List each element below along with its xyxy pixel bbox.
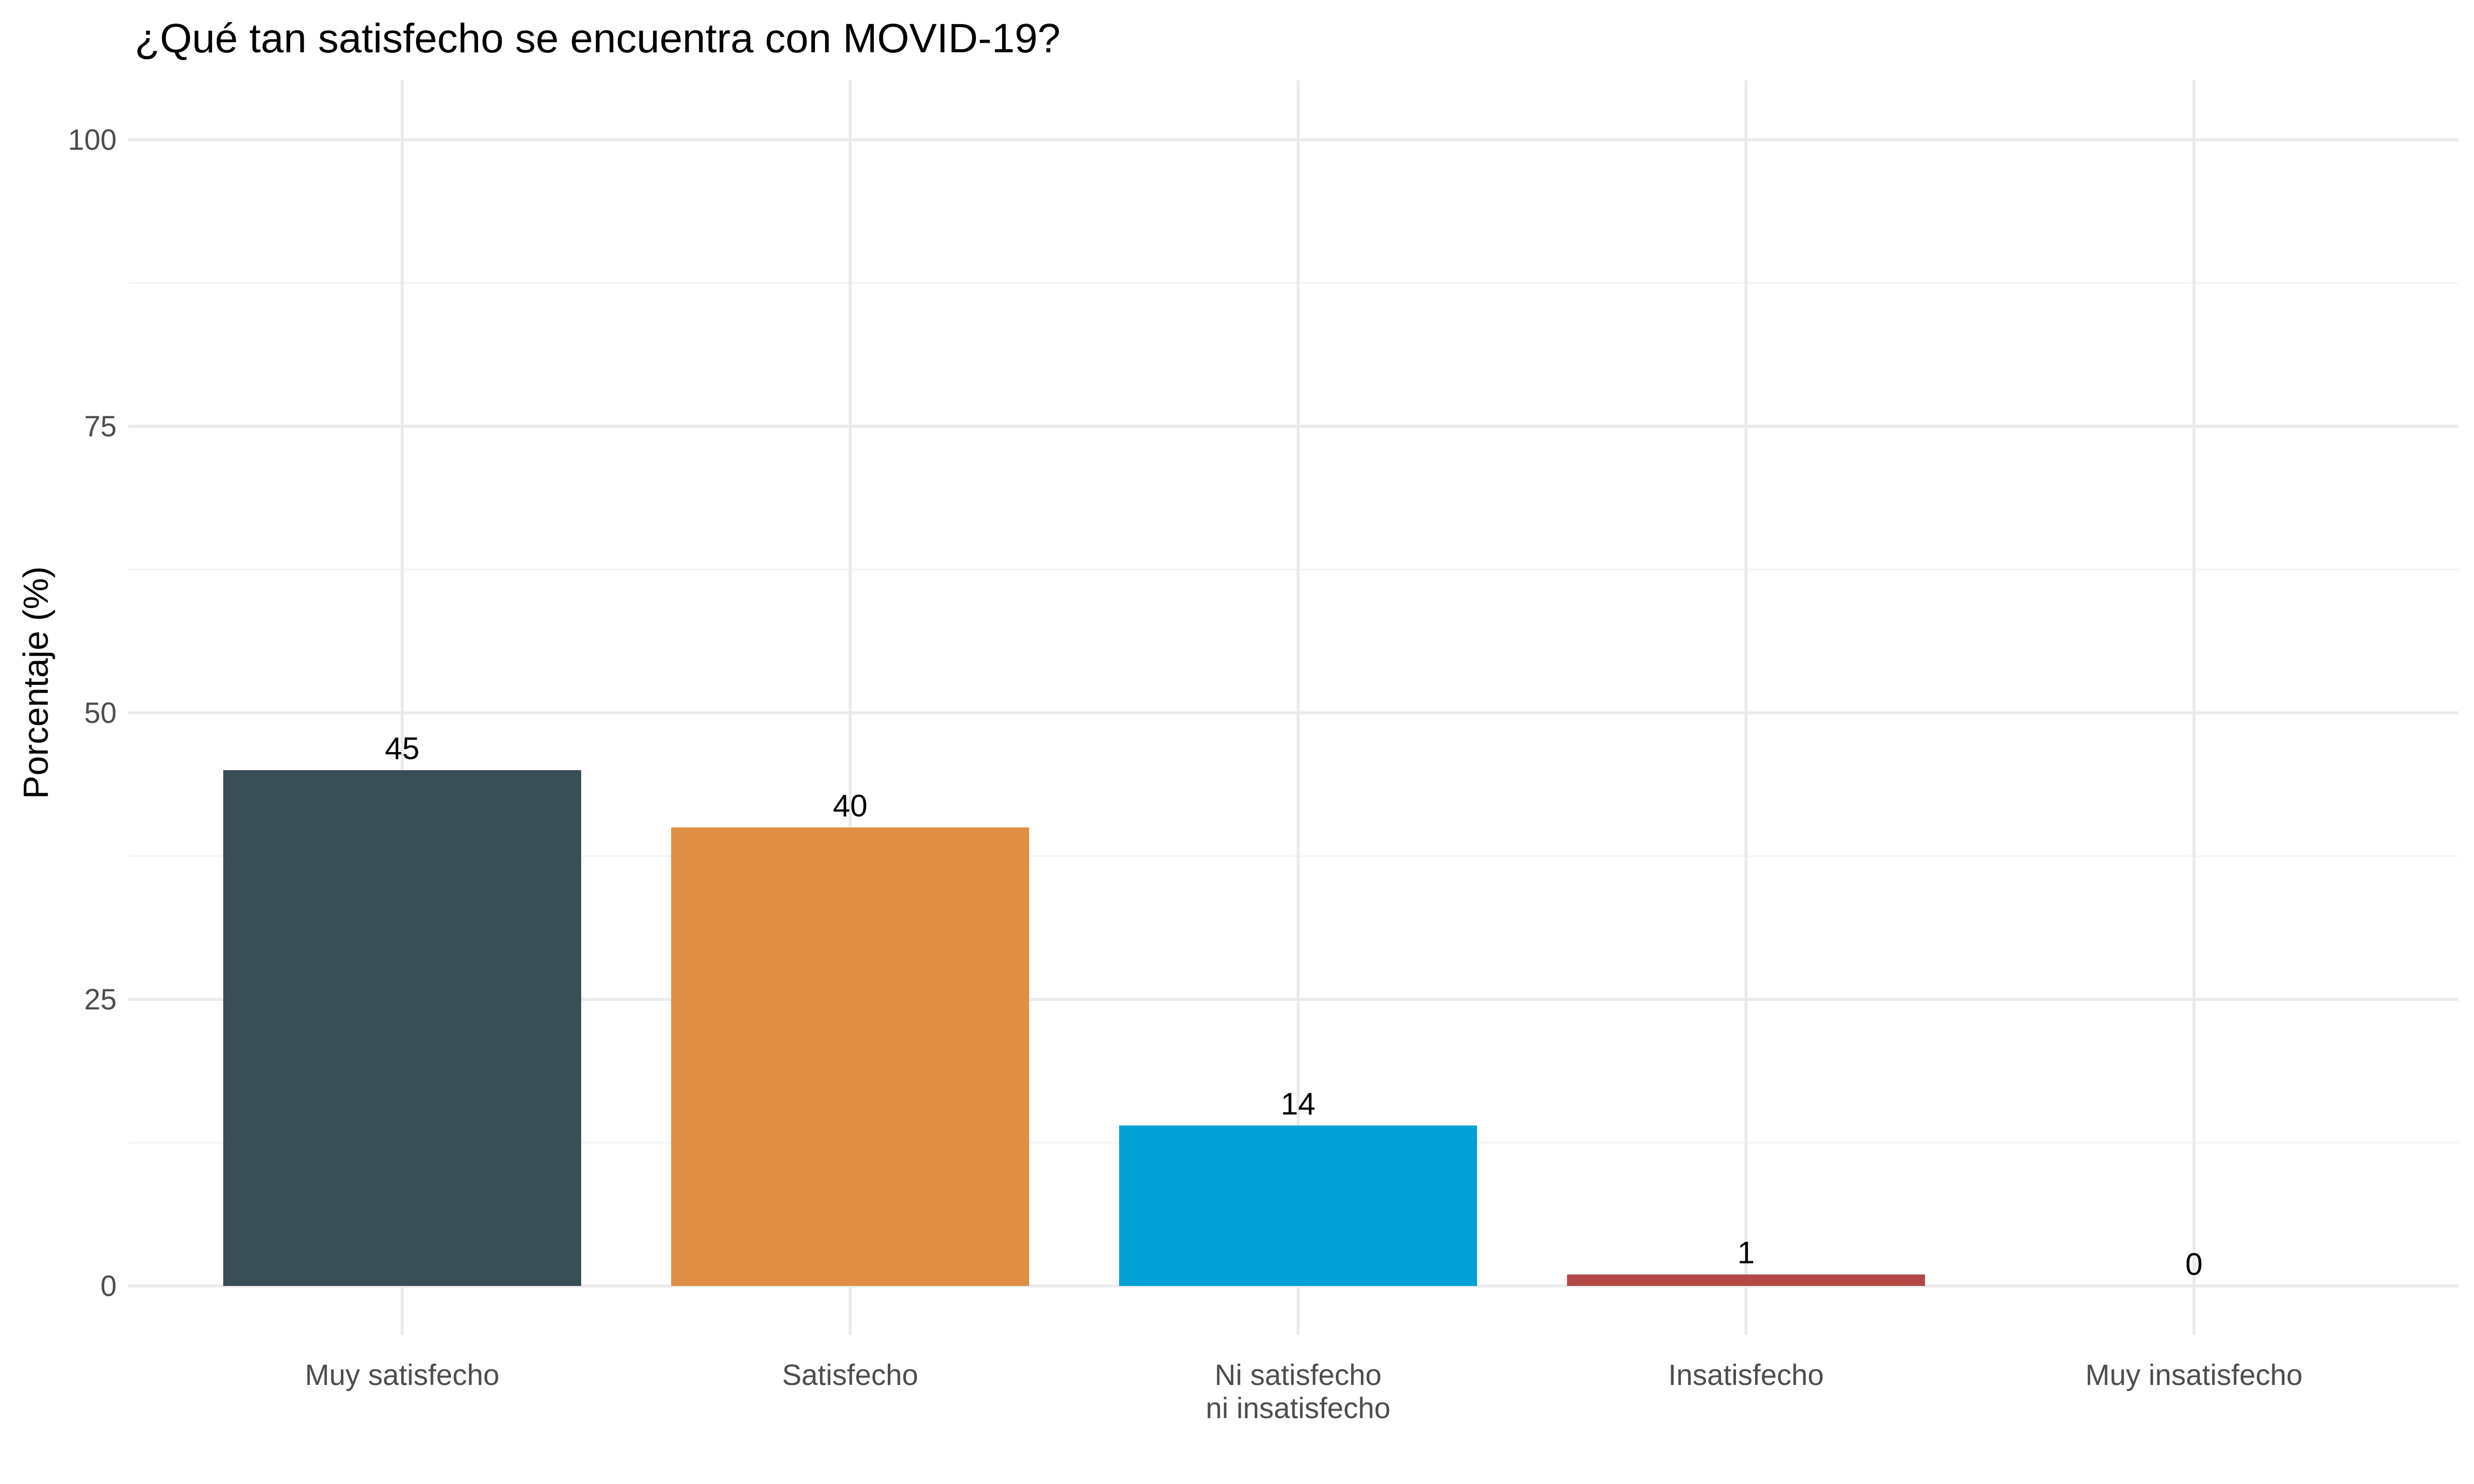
x-tick-label-line: ni insatisfecho bbox=[1206, 1392, 1391, 1425]
data-label: 14 bbox=[1281, 1087, 1316, 1122]
y-tick-label: 25 bbox=[84, 983, 117, 1016]
bar bbox=[1567, 1274, 1925, 1286]
bar bbox=[1119, 1125, 1477, 1286]
bars bbox=[223, 770, 1925, 1286]
x-tick-label-line: Insatisfecho bbox=[1668, 1359, 1824, 1392]
x-tick-label: Satisfecho bbox=[782, 1359, 919, 1392]
x-tick-label-line: Ni satisfecho bbox=[1215, 1359, 1382, 1392]
y-tick-label: 100 bbox=[68, 124, 117, 156]
y-tick-label: 0 bbox=[101, 1270, 117, 1303]
y-axis-title: Porcentaje (%) bbox=[16, 567, 55, 799]
data-label: 1 bbox=[1737, 1236, 1755, 1270]
chart-title: ¿Qué tan satisfecho se encuentra con MOV… bbox=[135, 16, 1060, 61]
data-label: 45 bbox=[385, 731, 420, 766]
bar bbox=[223, 770, 581, 1286]
bar bbox=[671, 827, 1029, 1286]
x-tick-label: Insatisfecho bbox=[1668, 1359, 1824, 1392]
x-tick-label: Muy satisfecho bbox=[305, 1359, 500, 1392]
x-tick-label: Muy insatisfecho bbox=[2085, 1359, 2303, 1392]
y-axis-ticks: 0 25 50 75 100 bbox=[68, 124, 117, 1303]
x-tick-label-line: Satisfecho bbox=[782, 1359, 919, 1392]
data-label: 0 bbox=[2185, 1247, 2203, 1282]
x-tick-label: Ni satisfecho ni insatisfecho bbox=[1206, 1359, 1391, 1425]
x-axis-ticks: Muy satisfecho Satisfecho Ni satisfecho ni … bbox=[305, 1359, 2303, 1425]
y-tick-label: 50 bbox=[84, 697, 117, 729]
data-labels: 45 40 14 1 0 bbox=[385, 731, 2203, 1282]
y-tick-label: 75 bbox=[84, 410, 117, 443]
data-label: 40 bbox=[833, 789, 868, 823]
x-tick-label-line: Muy insatisfecho bbox=[2085, 1359, 2303, 1392]
x-tick-label-line: Muy satisfecho bbox=[305, 1359, 500, 1392]
